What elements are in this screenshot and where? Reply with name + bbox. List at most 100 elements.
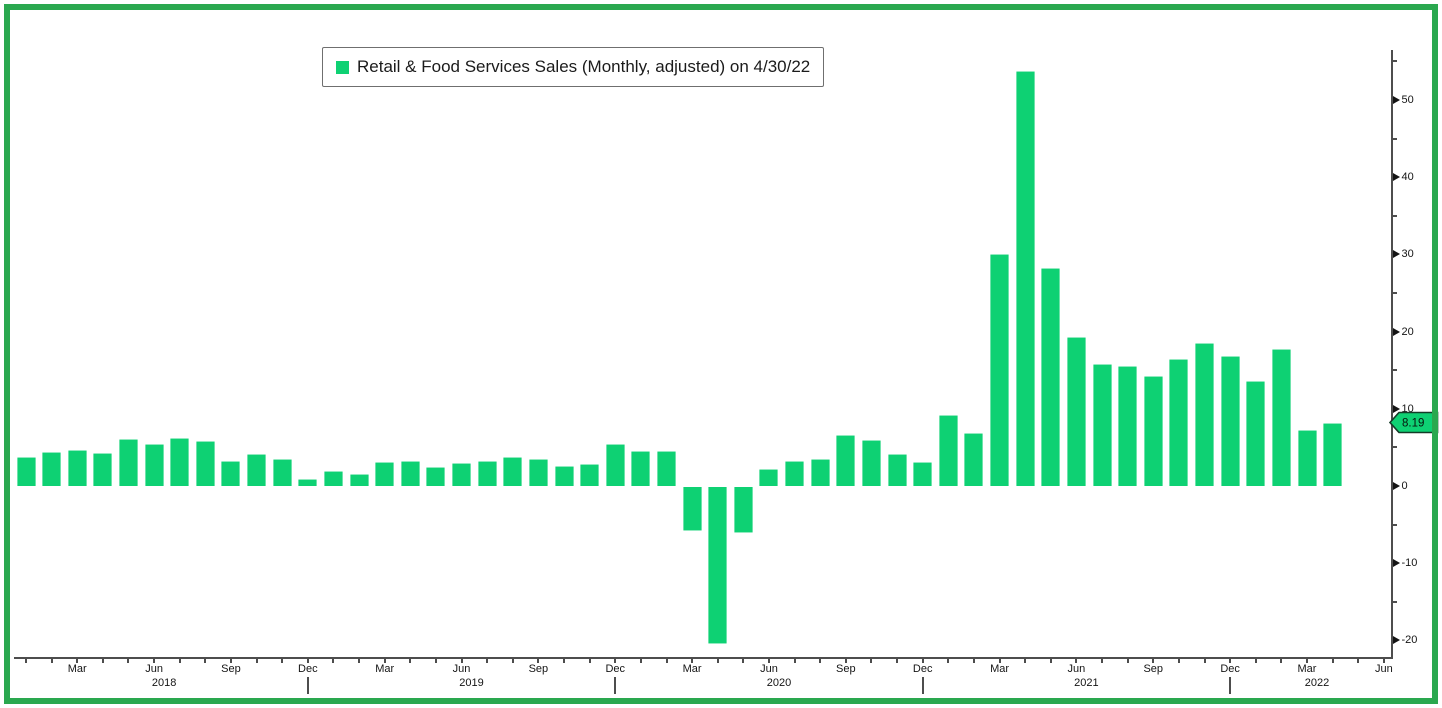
x-tick-6	[178, 658, 181, 663]
x-month-label-5: Jun	[145, 663, 163, 675]
y-minor-tick--5	[1392, 523, 1397, 526]
bar-2019-08	[503, 457, 523, 486]
x-month-label-44: Sep	[1143, 663, 1164, 675]
bar-2018-06	[144, 444, 164, 486]
x-tick-34	[896, 658, 899, 663]
x-tick-26	[691, 658, 694, 663]
bar-2018-09	[221, 460, 241, 486]
bar-2018-10	[247, 453, 267, 486]
x-tick-10	[281, 658, 284, 663]
x-tick-4	[127, 658, 130, 663]
y-tick-arrow-icon	[1392, 404, 1400, 413]
bar-2021-04	[1015, 70, 1035, 486]
x-tick-49	[1280, 658, 1283, 663]
x-tick-27	[716, 658, 719, 663]
x-tick-8	[229, 658, 232, 663]
bar-2020-03	[682, 487, 702, 531]
y-tick-arrow-icon	[1392, 482, 1400, 490]
x-tick-35	[921, 658, 924, 663]
x-month-label-17: Jun	[452, 663, 471, 675]
x-tick-46	[1203, 658, 1206, 663]
bar-2020-10	[861, 440, 881, 486]
x-month-label-38: Mar	[990, 663, 1010, 675]
x-tick-30	[793, 658, 796, 663]
x-tick-29	[767, 658, 770, 663]
x-month-label-47: Dec	[1220, 663, 1240, 675]
x-tick-45	[1177, 658, 1180, 663]
last-value-badge-text: 8.19	[1402, 418, 1424, 430]
bar-2019-07	[477, 460, 497, 486]
year-label-2022: 2022	[1304, 677, 1330, 689]
x-month-label-23: Dec	[605, 663, 626, 675]
y-minor-tick--15	[1392, 600, 1397, 603]
x-month-label-32: Sep	[836, 663, 856, 675]
y-tick--10: -10	[1392, 557, 1417, 569]
y-tick-arrow-icon	[1392, 327, 1400, 336]
x-tick-51	[1331, 658, 1334, 663]
x-month-label-50: Mar	[1297, 663, 1317, 675]
bar-2021-11	[1195, 343, 1215, 486]
y-tick-arrow-icon	[1392, 173, 1400, 182]
x-tick-25	[665, 658, 668, 663]
x-month-label-2: Mar	[67, 663, 87, 675]
x-month-label-20: Sep	[528, 663, 549, 675]
legend-label: Retail & Food Services Sales (Monthly, a…	[357, 57, 811, 76]
y-tick-arrow-icon	[1392, 559, 1400, 568]
bar-2021-06	[1066, 337, 1086, 486]
bar-2019-03	[375, 462, 395, 486]
y-tick-arrow-icon	[1392, 636, 1400, 645]
bar-2018-03	[67, 450, 87, 486]
bar-2019-06	[452, 462, 472, 486]
x-tick-16	[434, 658, 437, 663]
x-tick-12	[332, 658, 335, 663]
bar-2022-02	[1271, 349, 1291, 486]
bar-2021-10	[1169, 358, 1189, 486]
bar-2021-09	[1143, 375, 1163, 486]
x-tick-47	[1229, 658, 1232, 663]
x-tick-42	[1101, 658, 1104, 663]
bar-2020-05	[733, 487, 753, 534]
x-month-label-53: Jun	[1374, 663, 1393, 675]
x-tick-18	[486, 658, 489, 663]
bar-2018-08	[195, 441, 215, 486]
bar-2018-04	[93, 452, 113, 486]
x-tick-37	[972, 658, 975, 663]
year-divider-23	[614, 677, 617, 694]
x-tick-7	[204, 658, 207, 663]
y-tick-40: 40	[1392, 171, 1414, 183]
y-minor-tick-5	[1392, 446, 1397, 449]
bar-2021-08	[1118, 365, 1138, 486]
bar-2019-04	[400, 461, 420, 486]
x-tick-17	[460, 658, 463, 663]
y-tick-50: 50	[1392, 94, 1414, 106]
x-tick-44	[1152, 658, 1155, 663]
x-month-label-26: Mar	[682, 663, 702, 675]
y-tick-label--20: -20	[1401, 634, 1418, 647]
year-label-2020: 2020	[766, 677, 792, 689]
year-divider-35	[921, 677, 924, 694]
x-tick-21	[563, 658, 566, 663]
x-tick-9	[255, 658, 258, 663]
x-tick-3	[101, 658, 104, 663]
last-value-badge: 8.19	[1389, 411, 1439, 434]
bar-2019-01	[323, 470, 343, 486]
bar-2022-04	[1323, 422, 1343, 486]
x-tick-43	[1126, 658, 1129, 663]
x-tick-32	[844, 658, 847, 663]
y-tick-arrow-icon	[1392, 96, 1400, 104]
bar-2019-10	[554, 465, 574, 486]
bar-2021-03	[990, 253, 1010, 486]
bar-2021-02	[964, 432, 984, 486]
y-tick-label-50: 50	[1401, 94, 1414, 106]
x-tick-15	[409, 658, 412, 663]
x-tick-2	[76, 658, 79, 663]
y-axis-line	[1391, 50, 1393, 658]
x-tick-28	[742, 658, 745, 663]
x-tick-38	[998, 658, 1001, 663]
x-month-label-29: Jun	[760, 663, 778, 675]
legend[interactable]: Retail & Food Services Sales (Monthly, a…	[322, 47, 825, 87]
y-tick-label-10: 10	[1401, 402, 1414, 415]
bar-2018-11	[272, 458, 292, 486]
bar-2021-05	[1041, 267, 1061, 486]
bar-2020-04	[708, 487, 728, 644]
